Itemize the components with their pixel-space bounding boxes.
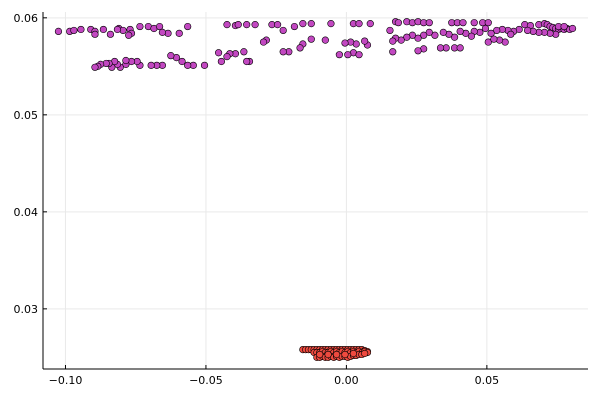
data-point (113, 25, 122, 34)
data-point (91, 30, 99, 38)
data-point (349, 349, 358, 358)
y-tick-label: 0.04 (14, 206, 39, 219)
data-point (344, 51, 352, 59)
data-point (91, 63, 99, 71)
data-point (355, 51, 363, 59)
y-tick-label: 0.06 (14, 12, 39, 25)
data-point (560, 22, 568, 31)
data-point (99, 25, 107, 34)
data-point (327, 20, 335, 28)
data-point (290, 22, 299, 31)
series-1 (54, 18, 577, 71)
data-point (524, 26, 532, 35)
data-point (217, 57, 225, 66)
data-point (425, 28, 433, 36)
data-point (394, 19, 402, 27)
data-point (470, 19, 478, 27)
data-point (403, 33, 411, 41)
data-point (341, 39, 349, 47)
data-point (484, 19, 492, 27)
data-point (490, 35, 498, 43)
data-point (439, 28, 447, 36)
data-point (122, 56, 130, 65)
data-point (487, 29, 495, 37)
series-2 (299, 345, 372, 361)
data-point (147, 61, 155, 69)
data-point (332, 350, 341, 359)
y-tick-label: 0.05 (14, 109, 39, 122)
data-point (321, 36, 329, 44)
data-point (307, 20, 315, 28)
x-tick-label: −0.10 (49, 374, 83, 387)
data-point (307, 35, 315, 43)
data-point (386, 26, 394, 35)
data-point (243, 21, 251, 29)
data-point (77, 25, 85, 34)
data-point (481, 24, 490, 33)
data-point (234, 21, 242, 29)
data-point (155, 22, 164, 31)
data-point (459, 19, 467, 27)
data-point (341, 350, 349, 359)
data-point (167, 52, 175, 60)
data-point (389, 37, 397, 45)
data-point (251, 21, 259, 29)
data-point (279, 26, 287, 35)
data-point (200, 61, 209, 69)
data-point (214, 49, 223, 57)
data-point (184, 22, 192, 31)
data-point (243, 57, 251, 66)
data-point (54, 27, 63, 36)
data-point (484, 38, 492, 46)
data-point (273, 21, 282, 29)
x-tick-label: 0.00 (334, 374, 359, 387)
data-point (70, 26, 78, 35)
data-point (450, 33, 459, 41)
data-point (420, 31, 428, 39)
data-point (279, 48, 287, 56)
grid (43, 12, 588, 369)
data-point (361, 349, 369, 358)
data-point (467, 32, 476, 40)
data-point (158, 28, 166, 36)
data-point (436, 44, 445, 52)
data-point (355, 20, 363, 28)
data-points (54, 18, 577, 361)
data-point (414, 34, 422, 42)
data-point (184, 61, 192, 69)
data-point (389, 48, 397, 56)
data-point (175, 29, 183, 37)
data-point (493, 26, 501, 35)
data-point (125, 31, 133, 39)
y-tick-label: 0.03 (14, 303, 39, 316)
data-point (240, 48, 248, 56)
data-point (456, 27, 464, 36)
data-point (296, 44, 304, 52)
data-point (299, 20, 307, 28)
data-point (366, 20, 374, 28)
data-point (361, 37, 369, 45)
data-point (507, 30, 515, 38)
data-point (425, 19, 433, 27)
data-point (456, 44, 464, 52)
data-point (324, 350, 332, 359)
x-tick-label: 0.05 (475, 374, 500, 387)
data-point (414, 47, 422, 55)
x-tick-label: −0.05 (189, 374, 223, 387)
data-point (431, 31, 439, 39)
axes (42, 12, 588, 370)
data-point (223, 53, 231, 61)
data-point (106, 30, 115, 38)
data-point (568, 24, 577, 33)
tick-labels: −0.10 −0.05 0.00 0.05 0.03 0.04 0.05 0.06 (14, 12, 500, 387)
data-point (136, 22, 144, 31)
data-point (316, 350, 324, 359)
data-point (335, 51, 343, 59)
data-point (223, 21, 231, 29)
data-point (259, 38, 268, 46)
data-point (178, 57, 186, 66)
